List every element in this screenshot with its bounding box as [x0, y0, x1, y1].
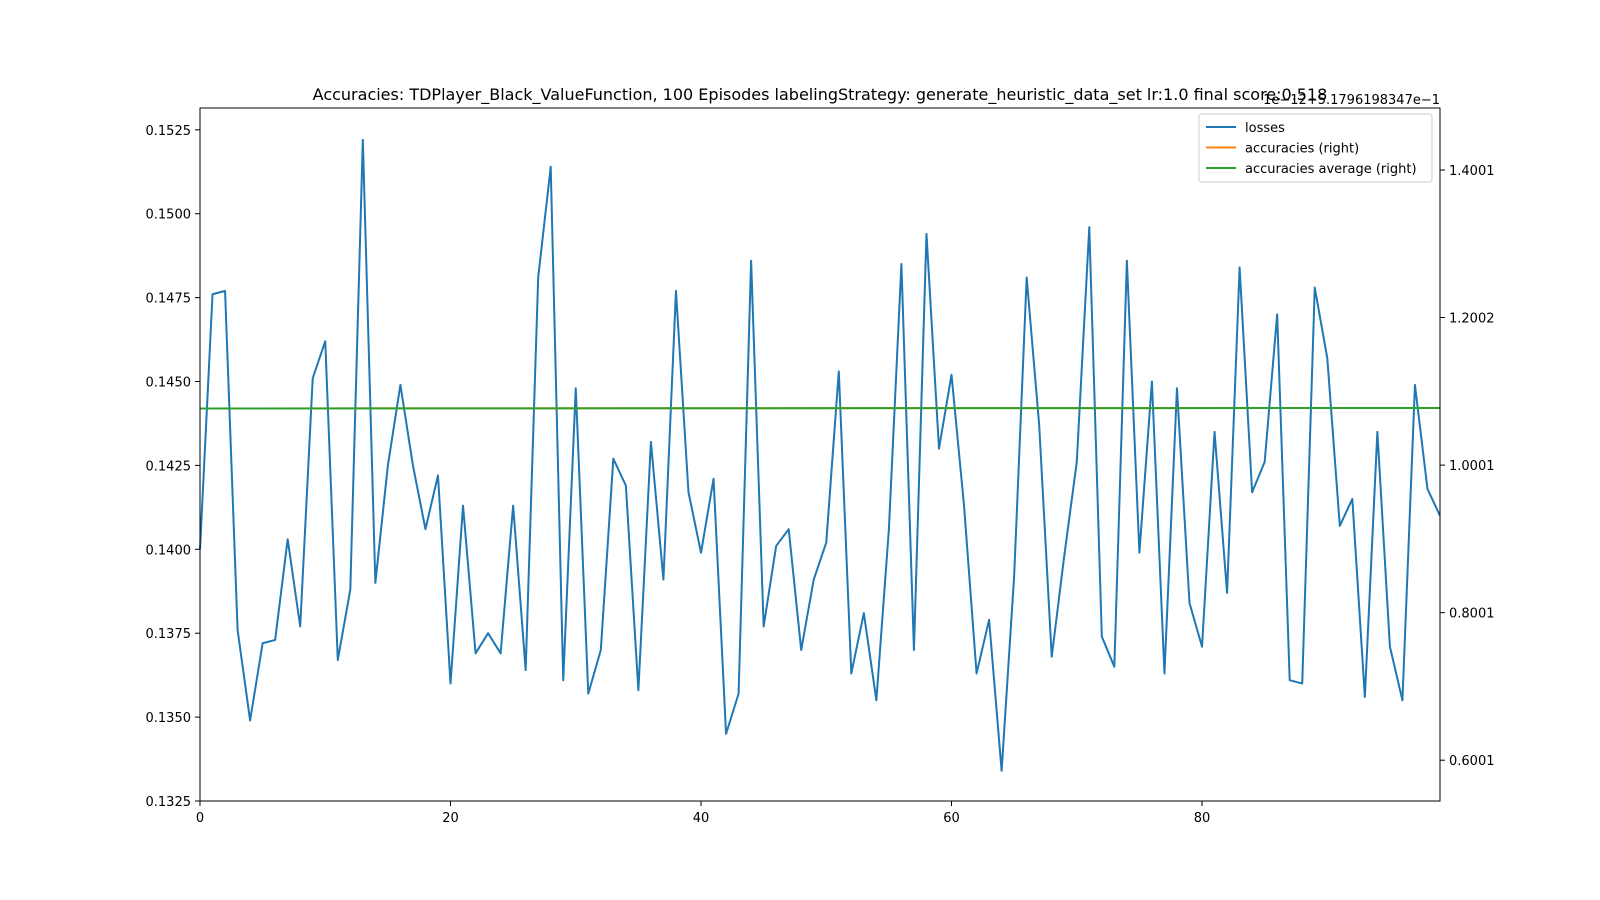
x-axis: 0 20 40 60 80: [196, 801, 1210, 826]
x-tick-label: 80: [1194, 811, 1211, 826]
right-axis-offset-text: 1e−12+5.1796198347e−1: [1263, 93, 1440, 108]
legend-box: [1198, 113, 1433, 183]
right-y-tick-label: 1.2002: [1449, 312, 1495, 327]
legend-label: accuracies (right): [1245, 142, 1359, 157]
right-y-tick-label: 0.8001: [1449, 607, 1495, 622]
plot-frame: [199, 107, 1441, 802]
left-y-tick-label: 0.1450: [146, 376, 192, 391]
legend-label: losses: [1245, 121, 1285, 136]
right-y-tick-label: 1.4001: [1449, 164, 1495, 179]
right-y-tick-label: 1.0001: [1449, 459, 1495, 474]
legend: losses accuracies (right) accuracies avera…: [1198, 113, 1433, 183]
left-y-tick-label: 0.1500: [146, 208, 192, 223]
series-line-accuracies-average-right: [199, 406, 1441, 410]
x-tick-label: 0: [196, 811, 204, 826]
legend-label: accuracies average (right): [1245, 162, 1417, 177]
left-y-axis: 0.1325 0.1350 0.1375 0.1400 0.1425 0.1450 0.14…: [146, 124, 200, 810]
right-y-axis: 0.6001 0.8001 1.0001 1.2002 1.4001: [1440, 164, 1495, 769]
left-y-tick-label: 0.1400: [146, 543, 192, 558]
left-y-tick-label: 0.1375: [146, 627, 192, 642]
x-tick-label: 20: [442, 811, 459, 826]
x-tick-label: 40: [693, 811, 710, 826]
left-y-tick-label: 0.1350: [146, 711, 192, 726]
x-tick-label: 60: [943, 811, 960, 826]
series-line-losses: [199, 138, 1441, 772]
left-y-tick-label: 0.1325: [146, 795, 192, 810]
chart-title: Accuracies: TDPlayer_Black_ValueFunction…: [313, 85, 1328, 105]
right-y-tick-label: 0.6001: [1449, 754, 1495, 769]
plot-area: [199, 138, 1441, 772]
left-y-tick-label: 0.1525: [146, 124, 192, 139]
left-y-tick-label: 0.1425: [146, 459, 192, 474]
left-y-tick-label: 0.1475: [146, 292, 192, 307]
